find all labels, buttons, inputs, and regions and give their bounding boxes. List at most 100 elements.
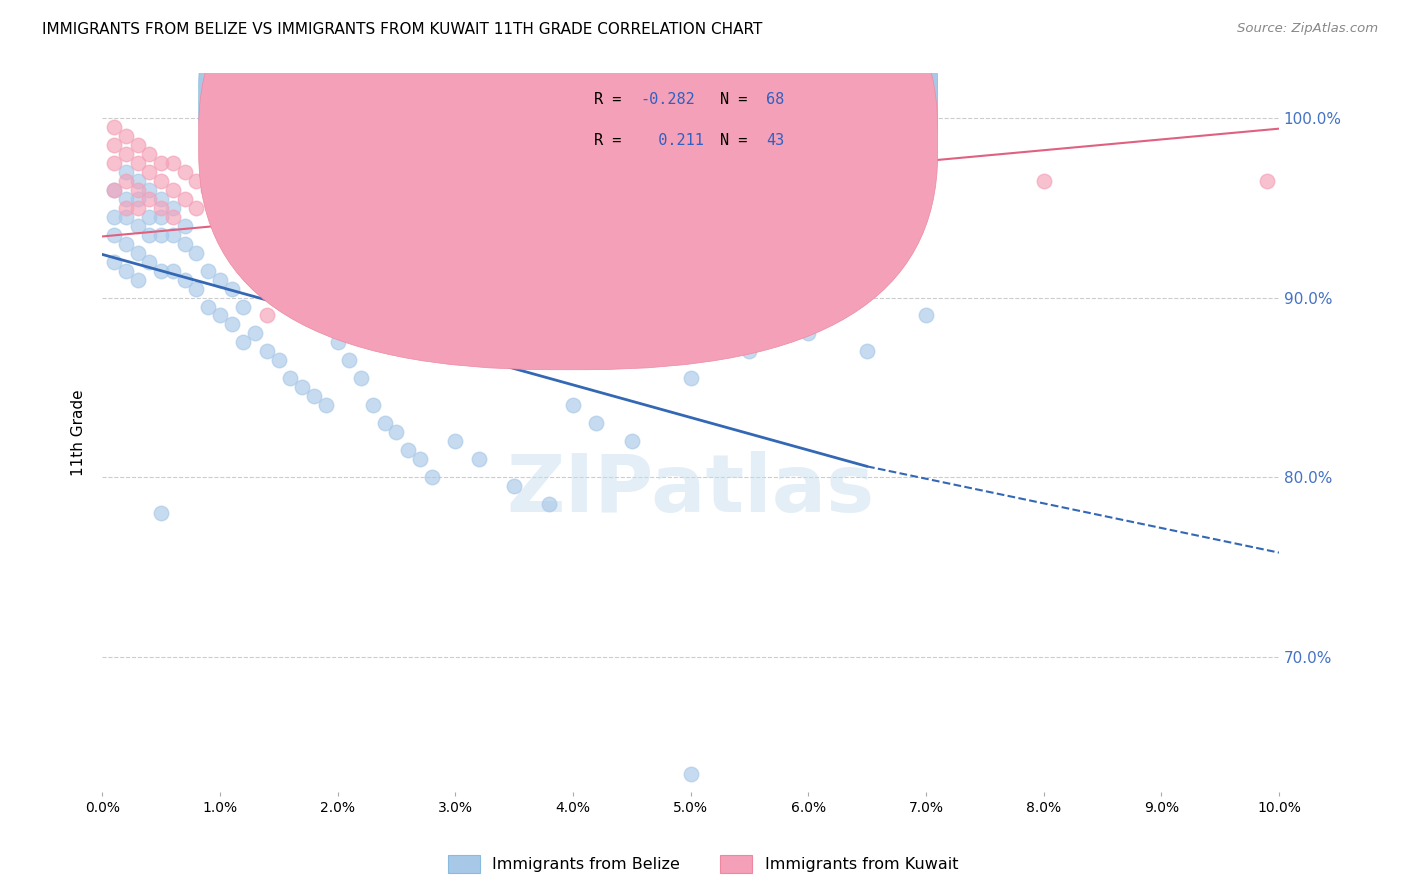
- Point: [280, 371, 302, 385]
- Point: [114, 201, 136, 215]
- Point: [186, 174, 208, 188]
- Point: [232, 300, 254, 314]
- Point: [679, 766, 702, 780]
- Point: [503, 183, 526, 197]
- Point: [186, 201, 208, 215]
- Point: [114, 263, 136, 277]
- Point: [114, 192, 136, 206]
- Point: [114, 165, 136, 179]
- Text: IMMIGRANTS FROM BELIZE VS IMMIGRANTS FROM KUWAIT 11TH GRADE CORRELATION CHART: IMMIGRANTS FROM BELIZE VS IMMIGRANTS FRO…: [42, 22, 762, 37]
- Point: [114, 236, 136, 251]
- Point: [103, 227, 125, 242]
- Text: R =: R =: [595, 133, 630, 148]
- Text: -0.282: -0.282: [640, 92, 695, 107]
- Point: [197, 300, 219, 314]
- Point: [150, 156, 173, 170]
- Point: [221, 318, 243, 332]
- Text: R =: R =: [595, 92, 630, 107]
- Point: [150, 506, 173, 520]
- Point: [221, 192, 243, 206]
- Point: [291, 380, 314, 394]
- Point: [138, 165, 160, 179]
- Point: [127, 174, 149, 188]
- Point: [150, 192, 173, 206]
- Point: [138, 254, 160, 268]
- Point: [374, 417, 396, 431]
- Point: [114, 128, 136, 143]
- Point: [915, 309, 938, 323]
- Point: [1256, 174, 1278, 188]
- Text: Source: ZipAtlas.com: Source: ZipAtlas.com: [1237, 22, 1378, 36]
- Point: [173, 236, 195, 251]
- Point: [138, 227, 160, 242]
- Point: [150, 227, 173, 242]
- Point: [103, 183, 125, 197]
- Point: [162, 201, 184, 215]
- Point: [420, 470, 443, 484]
- Point: [738, 344, 761, 359]
- Text: 0.211: 0.211: [640, 133, 704, 148]
- Point: [208, 272, 231, 286]
- Point: [409, 452, 432, 467]
- Point: [232, 201, 254, 215]
- Point: [337, 353, 360, 368]
- Point: [103, 254, 125, 268]
- Point: [162, 227, 184, 242]
- Point: [256, 309, 278, 323]
- Point: [127, 183, 149, 197]
- Point: [186, 281, 208, 295]
- FancyBboxPatch shape: [198, 0, 938, 370]
- Point: [385, 425, 408, 440]
- Point: [114, 174, 136, 188]
- Point: [162, 183, 184, 197]
- Point: [503, 479, 526, 493]
- Text: N =: N =: [720, 92, 756, 107]
- Point: [208, 309, 231, 323]
- Point: [150, 263, 173, 277]
- Point: [256, 344, 278, 359]
- Point: [679, 156, 702, 170]
- Point: [280, 183, 302, 197]
- Point: [162, 210, 184, 224]
- Point: [150, 201, 173, 215]
- Point: [420, 192, 443, 206]
- Point: [361, 398, 384, 412]
- Point: [138, 183, 160, 197]
- Point: [162, 263, 184, 277]
- Point: [138, 210, 160, 224]
- Point: [127, 156, 149, 170]
- Point: [173, 219, 195, 233]
- Point: [197, 183, 219, 197]
- Point: [127, 192, 149, 206]
- Text: N =: N =: [720, 133, 756, 148]
- Point: [114, 146, 136, 161]
- Point: [208, 174, 231, 188]
- Point: [150, 174, 173, 188]
- Point: [385, 183, 408, 197]
- Point: [444, 434, 467, 449]
- Point: [561, 398, 583, 412]
- Point: [620, 434, 643, 449]
- Point: [302, 389, 325, 403]
- Point: [738, 183, 761, 197]
- Point: [197, 263, 219, 277]
- Y-axis label: 11th Grade: 11th Grade: [72, 389, 86, 475]
- Point: [856, 165, 879, 179]
- Point: [350, 371, 373, 385]
- Point: [243, 326, 266, 341]
- Point: [856, 344, 879, 359]
- Point: [103, 137, 125, 152]
- Point: [538, 497, 561, 511]
- Legend: Immigrants from Belize, Immigrants from Kuwait: Immigrants from Belize, Immigrants from …: [441, 848, 965, 880]
- Point: [326, 174, 349, 188]
- Point: [103, 156, 125, 170]
- Point: [173, 272, 195, 286]
- Text: ZIPatlas: ZIPatlas: [506, 450, 875, 529]
- Point: [468, 452, 491, 467]
- Point: [221, 281, 243, 295]
- Point: [103, 210, 125, 224]
- Text: 68: 68: [766, 92, 785, 107]
- Point: [127, 137, 149, 152]
- Point: [186, 245, 208, 260]
- FancyBboxPatch shape: [531, 77, 862, 167]
